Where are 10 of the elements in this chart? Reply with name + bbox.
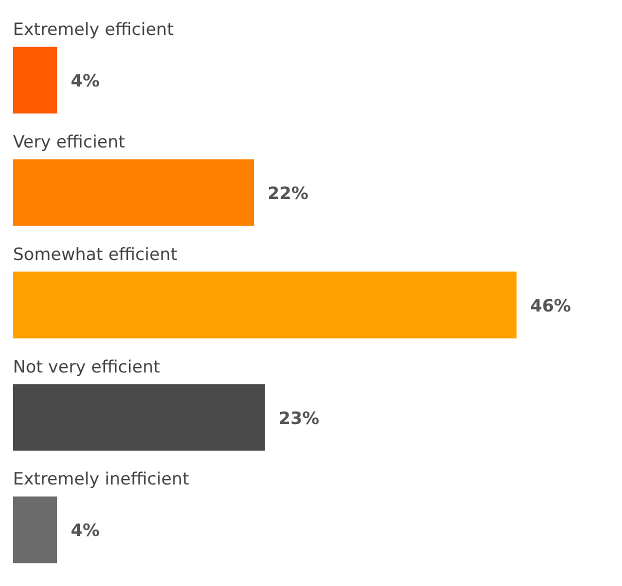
data-label: 23%: [278, 408, 320, 429]
y-tick-label: Extremely inefficient: [13, 470, 190, 490]
data-label: 22%: [268, 184, 308, 204]
y-tick-label: Not very efficient: [13, 357, 160, 378]
data-label: 4%: [70, 521, 100, 542]
y-tick-label: Very efficient: [13, 132, 126, 153]
y-tick-label: Somewhat efficient: [13, 244, 178, 265]
y-tick-label: Extremely efficient: [13, 20, 174, 40]
data-label: 46%: [530, 296, 571, 316]
data-label: 4%: [70, 72, 100, 92]
